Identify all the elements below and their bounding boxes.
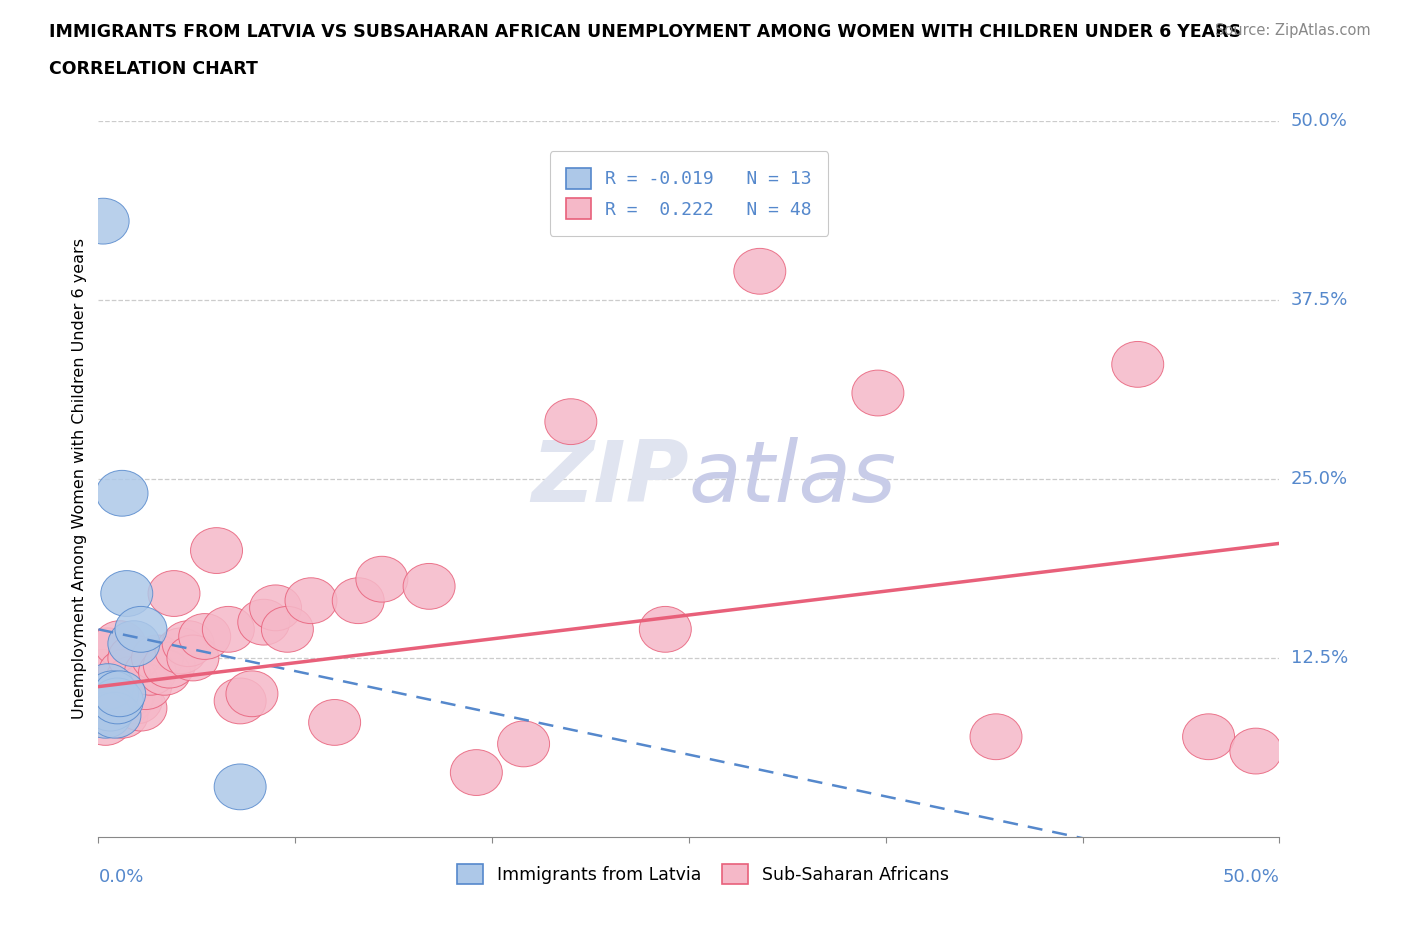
Ellipse shape [87,664,139,710]
Ellipse shape [132,635,183,681]
Ellipse shape [101,678,153,724]
Ellipse shape [1112,341,1164,387]
Ellipse shape [970,714,1022,760]
Ellipse shape [404,564,456,609]
Ellipse shape [120,664,172,710]
Ellipse shape [226,671,278,717]
Ellipse shape [84,685,136,731]
Ellipse shape [1230,728,1282,774]
Text: ZIP: ZIP [531,437,689,521]
Text: 50.0%: 50.0% [1223,868,1279,885]
Ellipse shape [108,635,160,681]
Ellipse shape [110,678,162,724]
Ellipse shape [143,643,195,688]
Ellipse shape [450,750,502,795]
Legend: Immigrants from Latvia, Sub-Saharan Africans: Immigrants from Latvia, Sub-Saharan Afri… [443,850,963,898]
Text: 25.0%: 25.0% [1291,470,1348,488]
Ellipse shape [734,248,786,294]
Ellipse shape [309,699,360,745]
Ellipse shape [356,556,408,602]
Ellipse shape [640,606,692,652]
Ellipse shape [285,578,337,624]
Ellipse shape [148,571,200,617]
Ellipse shape [115,606,167,652]
Ellipse shape [214,764,266,810]
Ellipse shape [250,585,301,631]
Text: 50.0%: 50.0% [1291,112,1347,130]
Text: 37.5%: 37.5% [1291,291,1348,309]
Ellipse shape [82,664,134,710]
Ellipse shape [94,620,146,667]
Ellipse shape [87,671,139,717]
Ellipse shape [96,692,148,738]
Ellipse shape [80,699,132,745]
Text: CORRELATION CHART: CORRELATION CHART [49,60,259,78]
Ellipse shape [89,685,141,731]
Ellipse shape [94,671,146,717]
Ellipse shape [91,678,143,724]
Ellipse shape [202,606,254,652]
Ellipse shape [162,620,214,667]
Legend: R = -0.019   N = 13, R =  0.222   N = 48: R = -0.019 N = 13, R = 0.222 N = 48 [550,152,828,235]
Ellipse shape [96,471,148,516]
Ellipse shape [179,614,231,659]
Text: atlas: atlas [689,437,897,521]
Ellipse shape [89,692,141,738]
Ellipse shape [139,649,191,696]
Ellipse shape [80,692,132,738]
Ellipse shape [103,671,155,717]
Ellipse shape [124,649,176,696]
Ellipse shape [115,685,167,731]
Ellipse shape [852,370,904,416]
Ellipse shape [108,620,160,667]
Ellipse shape [546,399,596,445]
Ellipse shape [77,198,129,244]
Y-axis label: Unemployment Among Women with Children Under 6 years: Unemployment Among Women with Children U… [72,238,87,720]
Ellipse shape [101,571,153,617]
Ellipse shape [98,649,150,696]
Text: 12.5%: 12.5% [1291,649,1348,667]
Ellipse shape [498,721,550,767]
Ellipse shape [1182,714,1234,760]
Ellipse shape [167,635,219,681]
Ellipse shape [238,599,290,645]
Ellipse shape [77,649,129,696]
Ellipse shape [191,527,242,574]
Ellipse shape [84,678,136,724]
Text: 0.0%: 0.0% [98,868,143,885]
Text: Source: ZipAtlas.com: Source: ZipAtlas.com [1215,23,1371,38]
Ellipse shape [155,628,207,673]
Ellipse shape [105,657,157,702]
Text: IMMIGRANTS FROM LATVIA VS SUBSAHARAN AFRICAN UNEMPLOYMENT AMONG WOMEN WITH CHILD: IMMIGRANTS FROM LATVIA VS SUBSAHARAN AFR… [49,23,1241,41]
Ellipse shape [262,606,314,652]
Ellipse shape [332,578,384,624]
Ellipse shape [214,678,266,724]
Ellipse shape [91,671,143,717]
Ellipse shape [82,628,134,673]
